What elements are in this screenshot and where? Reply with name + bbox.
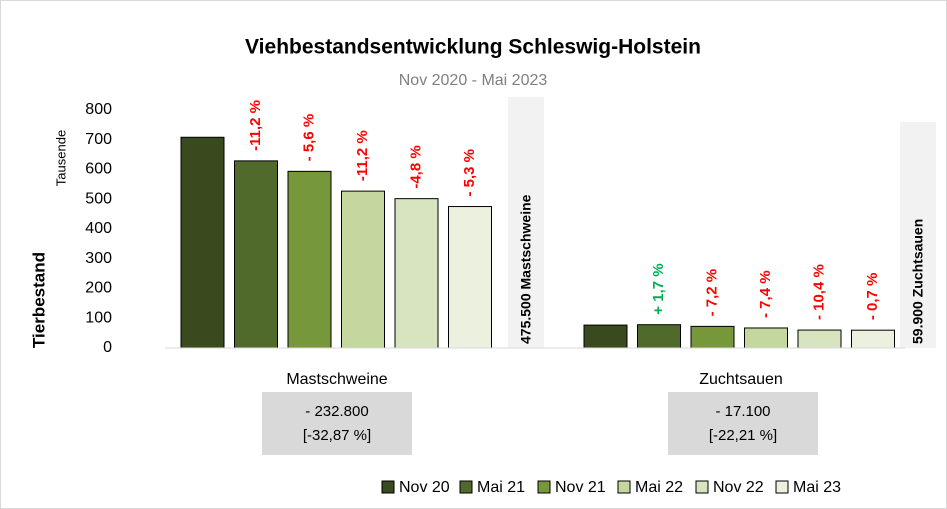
legend-swatch — [537, 480, 551, 494]
bar — [287, 170, 332, 349]
summary-text: - 17.100 — [715, 403, 770, 420]
bar — [851, 329, 895, 349]
x-tick-label: Zuchtsauen — [699, 371, 783, 388]
change-label: - 7,4 % — [757, 270, 774, 318]
y-tick-label: 800 — [85, 101, 112, 118]
legend-swatch — [695, 480, 709, 494]
legend-label: Nov 22 — [713, 479, 764, 496]
y-axis-unit: Tausende — [53, 130, 68, 186]
legend-label: Mai 21 — [477, 479, 525, 496]
y-tick-label: 0 — [103, 339, 112, 356]
bar — [637, 324, 681, 349]
legend-swatch — [381, 480, 395, 494]
change-label: -11,2 % — [354, 130, 371, 181]
x-tick-label: Mastschweine — [286, 371, 387, 388]
legend-label: Mai 22 — [635, 479, 683, 496]
change-label: -4,8 % — [407, 145, 424, 188]
legend-label: Nov 21 — [555, 479, 606, 496]
change-label: - 0,7 % — [864, 273, 881, 321]
change-label: - 7,2 % — [703, 269, 720, 317]
total-column — [900, 122, 936, 348]
y-tick-label: 100 — [85, 309, 112, 326]
summary-text: - 232.800 — [305, 403, 368, 420]
bar — [690, 325, 735, 349]
summary-text: [-22,21 %] — [709, 427, 777, 444]
summary-box — [668, 392, 818, 455]
bar — [583, 324, 628, 349]
y-tick-label: 200 — [85, 280, 112, 297]
bar — [797, 329, 842, 349]
change-label: - 5,3 % — [461, 149, 478, 197]
change-label: -11,2 % — [247, 100, 264, 151]
legend-swatch — [775, 480, 789, 494]
bar — [180, 136, 225, 349]
bar — [448, 206, 492, 349]
legend-swatch — [459, 480, 473, 494]
summary-text: [-32,87 %] — [303, 427, 371, 444]
bar — [341, 190, 385, 349]
y-tick-label: 700 — [85, 131, 112, 148]
total-column — [508, 97, 544, 348]
bar — [744, 327, 788, 349]
summary-box — [262, 392, 412, 455]
legend-swatch — [617, 480, 631, 494]
total-label: 475.500 Mastschweine — [518, 194, 534, 344]
y-tick-label: 500 — [85, 190, 112, 207]
y-axis-label: Tierbestand — [29, 252, 48, 348]
y-tick-label: 300 — [85, 250, 112, 267]
bar — [234, 160, 278, 349]
legend-label: Nov 20 — [399, 479, 450, 496]
change-label: - 5,6 % — [300, 114, 317, 162]
chart-title: Viehbestandsentwicklung Schleswig-Holste… — [245, 36, 701, 59]
y-tick-label: 600 — [85, 161, 112, 178]
legend-label: Mai 23 — [793, 479, 841, 496]
y-tick-label: 400 — [85, 220, 112, 237]
change-label: + 1,7 % — [650, 263, 667, 314]
change-label: - 10,4 % — [810, 264, 827, 320]
total-label: 59.900 Zuchtsauen — [910, 219, 926, 344]
chart-subtitle: Nov 2020 - Mai 2023 — [399, 72, 548, 89]
bar — [394, 198, 439, 349]
